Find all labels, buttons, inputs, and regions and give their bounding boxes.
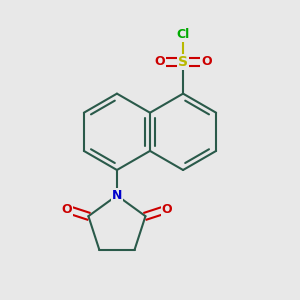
Text: O: O: [162, 203, 172, 216]
Text: O: O: [201, 55, 212, 68]
Text: S: S: [178, 55, 188, 69]
Text: O: O: [61, 203, 72, 216]
Text: N: N: [112, 189, 122, 202]
Text: Cl: Cl: [176, 28, 190, 41]
Text: O: O: [154, 55, 165, 68]
